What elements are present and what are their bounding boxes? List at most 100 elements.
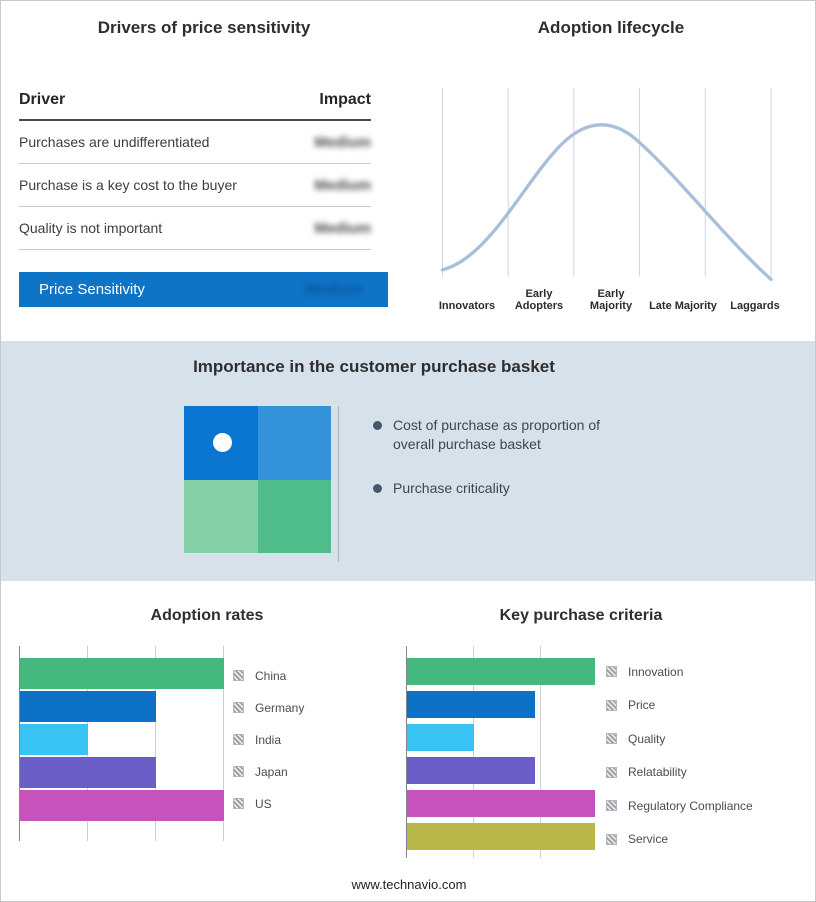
purchase-basket-band (1, 341, 815, 581)
legend-item-china: China (233, 668, 304, 683)
y-axis-line (19, 646, 20, 841)
lifecycle-gridlines (441, 87, 772, 277)
legend-label: US (255, 796, 272, 811)
purchase-basket-quadrant-graphic (184, 406, 331, 553)
legend-label: Germany (255, 700, 305, 715)
price-sensitivity-summary-bar: Price Sensitivity Medium (19, 272, 388, 307)
bar-regulatory-compliance (407, 790, 595, 817)
lifecycle-panel-title: Adoption lifecycle (537, 18, 685, 37)
legend-label: Innovation (628, 664, 684, 679)
impact-value-blurred: Medium (314, 133, 371, 151)
bar-us (20, 790, 224, 821)
key-purchase-criteria-plot (406, 646, 595, 858)
legend-item-regulatory-compliance: Regulatory Compliance (606, 798, 753, 813)
stage-label-laggards: Laggards (730, 300, 780, 313)
legend-hatch-swatch-icon (606, 699, 617, 711)
legend-label: Relatability (628, 765, 687, 779)
footer-url: www.technavio.com (351, 877, 467, 892)
quadrant-cell-bottom-left (184, 479, 258, 553)
lifecycle-stage-labels: Innovators Early Adopters Early Majority… (431, 285, 791, 313)
column-header-impact: Impact (319, 91, 371, 108)
summary-label: Price Sensitivity (39, 281, 145, 298)
quadrant-marker-dot (213, 433, 232, 452)
driver-label: Quality is not important (19, 220, 163, 236)
key-purchase-criteria-title: Key purchase criteria (499, 607, 663, 624)
legend-item-innovation: Innovation (606, 664, 753, 679)
bar-japan (20, 757, 156, 788)
legend-label: Regulatory Compliance (628, 798, 753, 813)
legend-hatch-swatch-icon (606, 833, 617, 845)
bar-india (20, 724, 88, 755)
adoption-bell-curve (440, 123, 773, 281)
stage-label-early-majority: Early Majority (589, 287, 633, 313)
quadrant-axis-line (338, 406, 339, 562)
bullet-text: Cost of purchase as proportion of overal… (393, 417, 601, 453)
key-purchase-criteria-legend: Innovation Price Quality Relatability Regula… (606, 665, 753, 846)
impact-value-blurred: Medium (314, 176, 371, 194)
summary-impact-value-blurred: Medium (305, 281, 362, 298)
driver-label: Purchase is a key cost to the buyer (19, 177, 237, 193)
bar-germany (20, 691, 156, 722)
legend-hatch-swatch-icon (233, 798, 244, 809)
legend-hatch-swatch-icon (233, 670, 244, 681)
stage-label-innovators: Innovators (438, 300, 496, 313)
adoption-lifecycle-chart (440, 87, 773, 281)
bullet-item: Purchase criticality (373, 479, 635, 498)
table-row: Quality is not important Medium (19, 207, 371, 250)
legend-label: Service (628, 832, 669, 846)
bar-service (407, 823, 595, 850)
legend-item-price: Price (606, 698, 753, 712)
drivers-table: Driver Impact Purchases are undifferenti… (19, 91, 371, 250)
legend-label: China (255, 668, 287, 683)
bar-quality (407, 724, 475, 751)
quadrant-cell-top-right (257, 406, 331, 480)
legend-item-us: US (233, 796, 304, 811)
bullet-text: Purchase criticality (393, 479, 510, 496)
legend-item-japan: Japan (233, 764, 304, 779)
legend-hatch-swatch-icon (233, 734, 244, 745)
drivers-panel-title: Drivers of price sensitivity (97, 18, 311, 37)
gridline (540, 646, 542, 858)
legend-label: Japan (255, 764, 288, 779)
legend-item-relatability: Relatability (606, 765, 753, 779)
impact-value-blurred: Medium (314, 219, 371, 237)
adoption-rates-title: Adoption rates (150, 607, 264, 624)
legend-hatch-swatch-icon (606, 766, 617, 778)
stage-label-late-majority: Late Majority (649, 300, 717, 313)
legend-label: India (255, 732, 282, 747)
gridline (223, 646, 224, 841)
table-row: Purchase is a key cost to the buyer Medi… (19, 164, 371, 207)
legend-hatch-swatch-icon (233, 702, 244, 713)
quadrant-cell-bottom-right (257, 479, 331, 553)
legend-hatch-swatch-icon (233, 766, 244, 777)
bullet-icon (373, 483, 382, 493)
legend-item-quality: Quality (606, 731, 753, 746)
y-axis-line (406, 646, 407, 858)
stage-label-early-adopters: Early Adopters (514, 287, 564, 313)
adoption-rates-legend: China Germany India Japan US (233, 668, 305, 811)
legend-label: Quality (628, 731, 666, 746)
driver-label: Purchases are undifferentiated (19, 134, 210, 150)
legend-item-india: India (233, 732, 304, 747)
bar-relatability (407, 757, 535, 784)
bullet-icon (373, 421, 382, 430)
purchase-basket-bullets: Cost of purchase as proportion of overal… (373, 416, 635, 522)
drivers-table-header: Driver Impact (19, 91, 371, 121)
gridline (473, 646, 475, 858)
legend-item-germany: Germany (233, 700, 305, 715)
bullet-item: Cost of purchase as proportion of overal… (373, 416, 635, 455)
legend-hatch-swatch-icon (606, 800, 617, 811)
bar-series (407, 658, 595, 850)
table-row: Purchases are undifferentiated Medium (19, 121, 371, 164)
column-header-driver: Driver (19, 91, 66, 108)
legend-item-service: Service (606, 832, 753, 846)
gridline (155, 646, 156, 841)
adoption-rates-plot (19, 646, 224, 841)
legend-hatch-swatch-icon (606, 733, 617, 744)
bar-china (20, 658, 224, 689)
legend-label: Price (628, 698, 656, 712)
legend-hatch-swatch-icon (606, 666, 617, 677)
bar-series (20, 658, 224, 821)
bar-innovation (407, 658, 595, 685)
